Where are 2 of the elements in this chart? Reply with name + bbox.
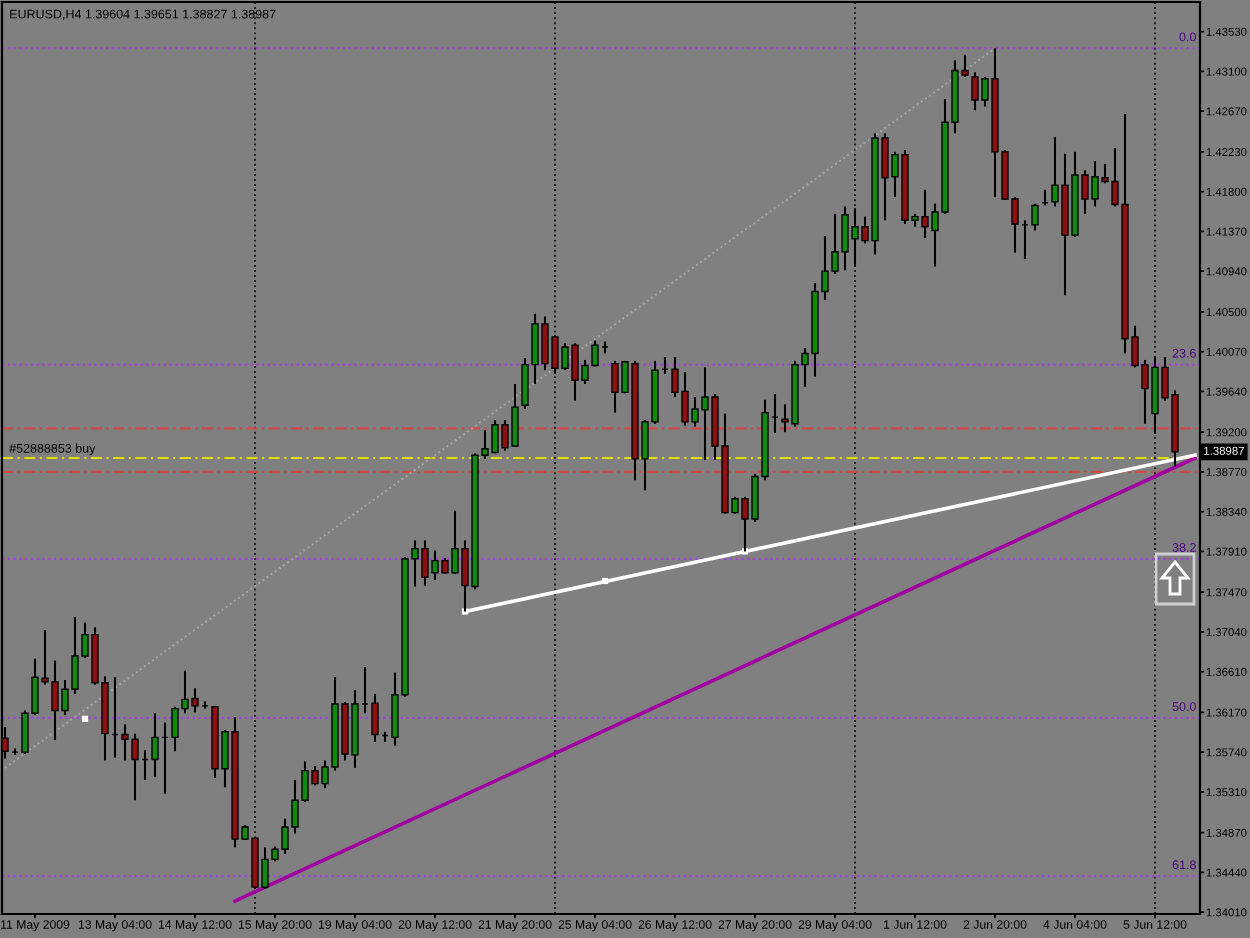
- point: [81, 715, 89, 722]
- point: [601, 577, 609, 585]
